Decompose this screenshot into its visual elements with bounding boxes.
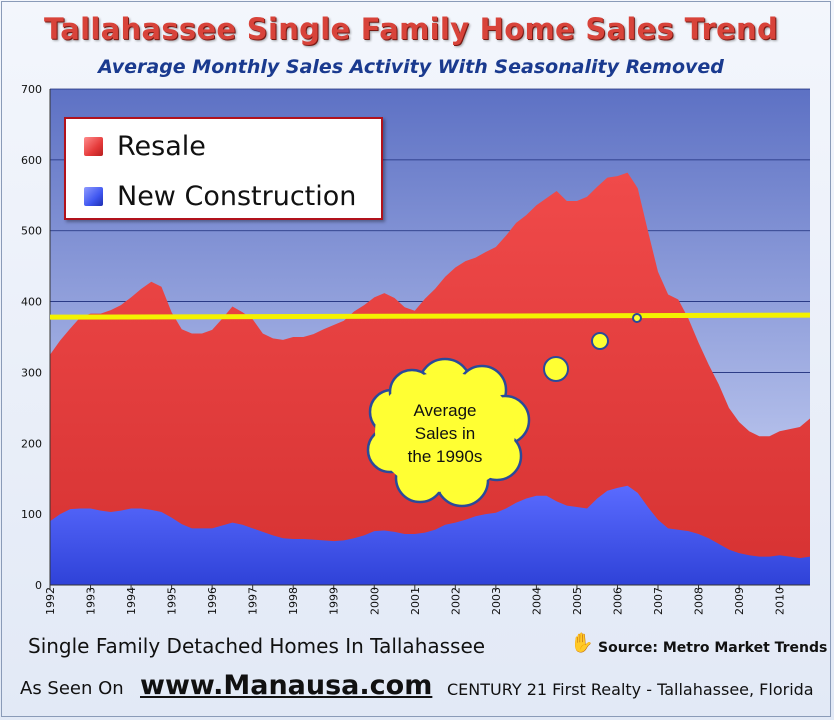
legend-label-new-construction: New Construction	[117, 180, 357, 212]
new-construction-swatch	[84, 186, 103, 206]
as-seen-on-text: As Seen On	[20, 678, 124, 699]
thought-bubble-large	[543, 356, 569, 382]
footer-caption: Single Family Detached Homes In Tallahas…	[28, 634, 486, 658]
x-tick-label: 2010	[774, 587, 787, 615]
x-tick-label: 2006	[611, 587, 624, 615]
cloud-fill	[375, 372, 515, 492]
y-tick-label: 400	[21, 296, 42, 309]
thought-cloud	[366, 313, 642, 508]
x-tick-label: 1995	[166, 587, 179, 615]
thought-bubble-small	[632, 313, 642, 323]
x-tick-label: 2008	[693, 587, 706, 615]
y-tick-label: 300	[21, 366, 42, 379]
resale-swatch	[84, 136, 103, 156]
legend-item-resale: Resale	[84, 129, 206, 163]
annotation-text: Average Sales in the 1990s	[395, 399, 495, 468]
x-tick-label: 2002	[449, 587, 462, 615]
x-tick-label: 2004	[530, 587, 543, 615]
legend-item-new-construction: New Construction	[84, 179, 356, 213]
average-1990s-line	[49, 312, 811, 320]
x-tick-label: 1997	[247, 587, 260, 615]
y-tick-label: 100	[21, 508, 42, 521]
y-tick-label: 600	[21, 154, 42, 167]
x-tick-label: 2000	[368, 587, 381, 615]
hand-pointer-icon: ✋	[570, 632, 594, 654]
x-tick-label: 1993	[85, 587, 98, 615]
x-tick-label: 2003	[490, 587, 503, 615]
x-tick-label: 1996	[206, 587, 219, 615]
y-tick-label: 200	[21, 437, 42, 450]
website-link[interactable]: www.Manausa.com	[140, 670, 433, 701]
x-tick-label: 2001	[409, 587, 422, 615]
y-tick-label: 0	[35, 579, 42, 592]
new-construction-series-area	[50, 485, 810, 585]
x-tick-label: 1994	[125, 587, 138, 615]
agent-text: CENTURY 21 First Realty - Tallahassee, F…	[447, 680, 814, 699]
annotation-line-1: Average	[413, 401, 477, 420]
x-tick-label: 1998	[287, 587, 300, 615]
y-tick-label: 500	[21, 225, 42, 238]
x-tick-label: 2005	[571, 587, 584, 615]
source-text: Source: Metro Market Trends	[598, 640, 828, 656]
x-tick-label: 1992	[44, 587, 57, 615]
x-axis-ticks: 1992 1993 1994 1995 1996 1997 1998 1999 2000 2001…	[44, 585, 787, 615]
chart-subtitle: Average Monthly Sales Activity With Seas…	[98, 56, 724, 78]
legend: Resale New Construction	[64, 117, 383, 220]
legend-label-resale: Resale	[117, 130, 206, 162]
chart-title: Tallahassee Single Family Home Sales Tre…	[43, 12, 779, 46]
thought-bubble-medium	[591, 332, 609, 350]
x-tick-label: 2007	[652, 587, 665, 615]
y-tick-label: 700	[21, 83, 42, 96]
y-axis-ticks: 0 100 200 300 400 500 600 700	[21, 83, 42, 592]
annotation-line-2: Sales in	[414, 424, 476, 443]
x-tick-label: 1999	[328, 587, 341, 615]
annotation-line-3: the 1990s	[407, 447, 483, 466]
x-tick-label: 2009	[733, 587, 746, 615]
